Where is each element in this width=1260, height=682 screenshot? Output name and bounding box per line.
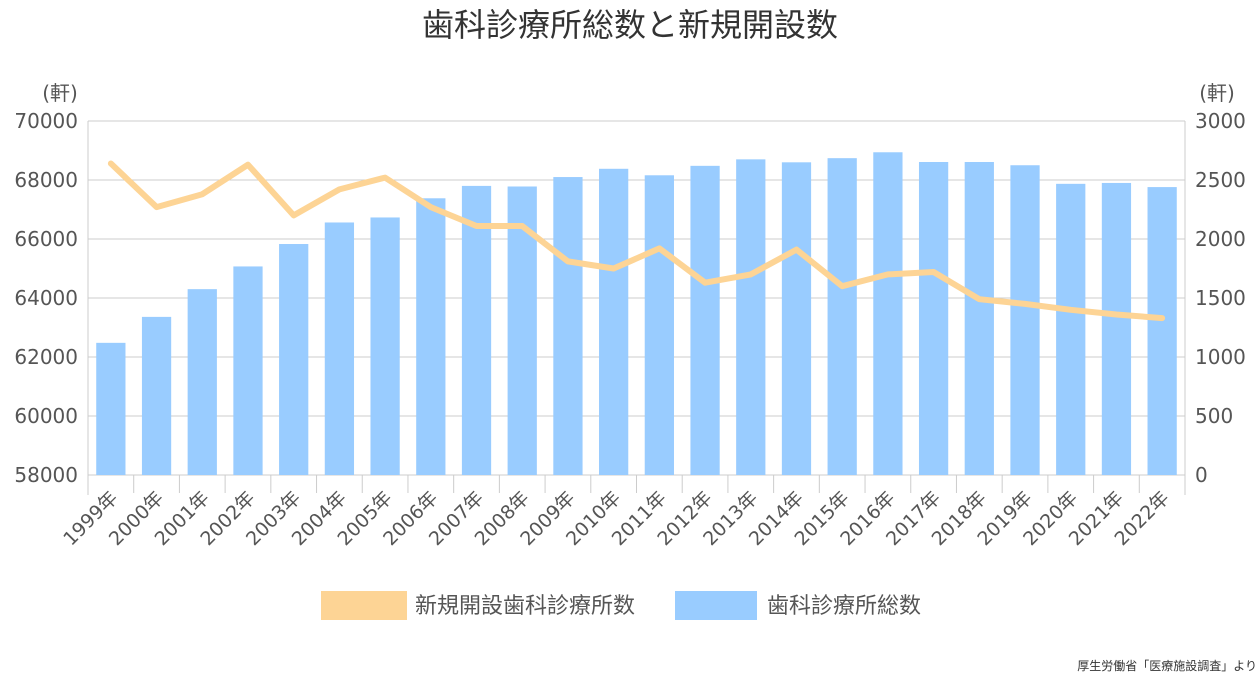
legend: 新規開設歯科診療所数 歯科診療所総数 [321, 591, 921, 620]
bar [644, 175, 674, 475]
bar [187, 289, 217, 475]
right-axis-unit: (軒) [1199, 81, 1235, 105]
left-tick-label: 58000 [14, 463, 78, 487]
bar [141, 316, 172, 475]
bar [1147, 187, 1177, 475]
left-tick-label: 70000 [14, 109, 78, 133]
right-tick-label: 3000 [1195, 109, 1246, 133]
bar [599, 168, 629, 476]
x-axis-ticks: 1999年2000年2001年2002年2003年2004年2005年2006年… [59, 487, 1173, 550]
bar [1056, 183, 1086, 475]
left-tick-label: 60000 [14, 404, 78, 428]
bar [827, 158, 857, 476]
bar [370, 217, 400, 475]
bar [553, 177, 583, 476]
chart-title: 歯科診療所総数と新規開設数 [422, 6, 838, 44]
left-tick-label: 66000 [14, 227, 78, 251]
line-new-clinics [107, 160, 1166, 322]
left-tick-label: 64000 [14, 286, 78, 310]
line-series [107, 160, 1166, 322]
right-tick-label: 0 [1195, 463, 1208, 487]
bar [233, 266, 263, 475]
bar [690, 165, 720, 475]
axes [87, 121, 1186, 495]
bar [461, 185, 492, 475]
right-tick-label: 1000 [1195, 345, 1246, 369]
bar [873, 152, 903, 475]
bar [96, 342, 126, 475]
bar [781, 162, 812, 476]
legend-swatch-new-clinics [321, 591, 407, 620]
bar [416, 198, 446, 476]
right-axis-ticks: 0 500 1000 1500 2000 2500 3000 [1195, 109, 1246, 487]
right-tick-label: 2500 [1195, 168, 1246, 192]
legend-label-new-clinics: 新規開設歯科診療所数 [415, 594, 635, 619]
bar [1010, 165, 1040, 475]
legend-label-total-clinics: 歯科診療所総数 [767, 594, 921, 619]
right-tick-label: 1500 [1195, 286, 1246, 310]
left-axis-unit: (軒) [42, 81, 78, 105]
grid [88, 120, 1185, 476]
bar [1101, 182, 1132, 475]
right-tick-label: 2000 [1195, 227, 1246, 251]
bar [964, 162, 994, 475]
legend-swatch-total-clinics [675, 591, 757, 620]
bar-series [96, 152, 1177, 476]
left-tick-label: 68000 [14, 168, 78, 192]
left-axis-ticks: 58000 60000 62000 64000 66000 68000 70000 [14, 109, 78, 487]
bar [279, 244, 309, 475]
bar [324, 222, 355, 475]
bar [736, 159, 766, 475]
left-tick-label: 62000 [14, 345, 78, 369]
source-note: 厚生労働省「医療施設調査」より [1077, 658, 1257, 673]
bar [918, 162, 949, 475]
right-tick-label: 500 [1195, 404, 1233, 428]
